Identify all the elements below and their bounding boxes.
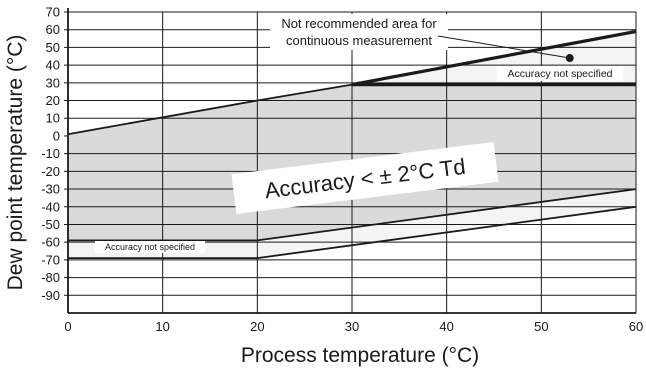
y-tick-label: 70 (46, 5, 60, 20)
tick-labels-layer: 70 60 50 40 30 20 10 0 -10 -20 -30 -40 -50 -60 -70 -80 -… (4, 5, 643, 368)
y-tick-label: 60 (46, 22, 60, 37)
x-tick-label: 60 (629, 319, 643, 334)
y-tick-label: -50 (41, 217, 60, 232)
x-tick-label: 50 (534, 319, 548, 334)
axes-layer (67, 8, 636, 314)
y-axis-title: Dew point temperature (°C) (4, 35, 27, 291)
x-tick-label: 40 (439, 319, 453, 334)
lower-accuracy-limit-line (68, 188, 637, 242)
y-tick-label: -40 (41, 199, 60, 214)
not-recommended-boundary-line (351, 29, 637, 87)
accuracy-not-specified-bottom-label-box (95, 241, 205, 253)
x-axis-title: Process temperature (°C) (241, 344, 479, 367)
y-tick-label: -90 (41, 288, 60, 303)
accuracy-not-specified-top-label-box (497, 66, 623, 81)
y-tick-label: 20 (46, 93, 60, 108)
not-recommended-label-line2: continuous measurement (286, 33, 432, 48)
lower-limit-line (68, 205, 637, 260)
not-recommended-label-line1: Not recommended area for (281, 16, 437, 31)
y-tick-label: 50 (46, 40, 60, 55)
y-tick-label: 40 (46, 58, 60, 73)
not-recommended-label-box (270, 14, 448, 50)
y-tick-label: 0 (53, 128, 60, 143)
not-recommended-pointer (437, 35, 570, 59)
accuracy-not-specified-top-label: Accuracy not specified (507, 68, 612, 80)
y-tick-label: -10 (41, 146, 60, 161)
x-tick-label: 30 (345, 319, 359, 334)
accuracy-not-specified-bottom-label: Accuracy not specified (105, 242, 195, 252)
x-tick-label: 0 (64, 319, 71, 334)
annotations-layer: Accuracy not specified Accuracy not speci… (95, 14, 623, 253)
lines-layer (67, 29, 637, 260)
y-tick-label: -30 (41, 182, 60, 197)
accuracy-main-label-box (231, 142, 499, 214)
x-tick-label: 10 (155, 319, 169, 334)
y-tick-label: 30 (46, 75, 60, 90)
y-tick-label: -60 (41, 235, 60, 250)
not-recommended-pointer-dot (565, 54, 574, 63)
accuracy-main-label-group: Accuracy < ± 2°C Td (231, 142, 499, 214)
y-tick-label: -80 (41, 270, 60, 285)
y-tick-label: -70 (41, 252, 60, 267)
y-tick-label: 10 (46, 111, 60, 126)
y-tick-label: -20 (41, 164, 60, 179)
x-tick-label: 20 (250, 319, 264, 334)
